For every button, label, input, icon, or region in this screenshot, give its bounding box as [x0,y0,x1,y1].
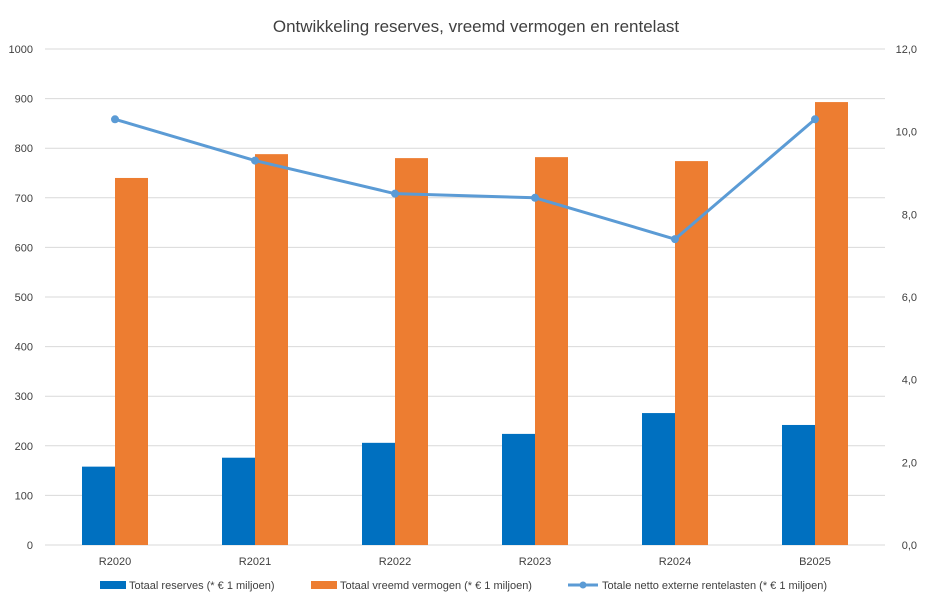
line-point [391,189,399,198]
bars [82,102,848,546]
line-point [811,115,819,124]
bar-vreemd-vermogen [675,161,708,545]
legend-label: Totale netto externe rentelasten (* € 1 … [602,580,827,592]
x-tick-label: R2024 [659,556,691,568]
legend-label: Totaal vreemd vermogen (* € 1 miljoen) [340,580,532,592]
left-tick-label: 600 [15,242,33,254]
x-tick-label: R2020 [99,556,131,568]
bar-reserves [782,424,815,545]
right-tick-label: 12,0 [896,44,917,56]
line-point [531,193,539,202]
left-axis: 0 100 200 300 400 500 600 700 800 900 1000 [9,44,33,552]
line-point [671,235,679,244]
bar-reserves [222,457,255,545]
x-axis: R2020 R2021 R2022 R2023 R2024 B2025 [99,556,831,568]
legend-label: Totaal reserves (* € 1 miljoen) [129,580,275,592]
left-tick-label: 500 [15,292,33,304]
right-tick-label: 0,0 [902,540,917,552]
left-tick-label: 100 [15,490,33,502]
chart-title: Ontwikkeling reserves, vreemd vermogen e… [273,17,680,36]
left-tick-label: 0 [27,540,33,552]
left-tick-label: 400 [15,342,33,354]
right-tick-label: 4,0 [902,375,917,387]
right-axis: 0,0 2,0 4,0 6,0 8,0 10,0 12,0 [896,44,917,552]
line-series [111,115,819,244]
left-tick-label: 300 [15,391,33,403]
right-tick-label: 2,0 [902,457,917,469]
right-tick-label: 6,0 [902,292,917,304]
left-tick-label: 200 [15,441,33,453]
bar-reserves [362,442,395,545]
left-tick-label: 900 [15,94,33,106]
x-tick-label: R2022 [379,556,411,568]
left-tick-label: 800 [15,143,33,155]
x-tick-label: B2025 [799,556,831,568]
bar-vreemd-vermogen [115,177,148,545]
line-point [251,156,259,165]
legend: Totaal reserves (* € 1 miljoen) Totaal vr… [100,580,827,592]
bar-vreemd-vermogen [535,157,568,546]
legend-swatch [311,581,337,589]
bar-vreemd-vermogen [815,102,848,546]
right-tick-label: 10,0 [896,127,917,139]
legend-swatch [100,581,126,589]
bar-vreemd-vermogen [395,158,428,545]
left-tick-label: 1000 [9,44,33,56]
bar-reserves [502,433,535,545]
x-tick-label: R2023 [519,556,551,568]
right-tick-label: 8,0 [902,209,917,221]
line-point [111,115,119,124]
line-rentelasten [114,117,816,241]
bar-vreemd-vermogen [255,154,288,546]
bar-reserves [642,413,675,545]
legend-swatch-marker [579,581,587,589]
x-tick-label: R2021 [239,556,271,568]
left-tick-label: 700 [15,193,33,205]
gridlines [45,48,885,546]
bar-reserves [82,466,115,545]
